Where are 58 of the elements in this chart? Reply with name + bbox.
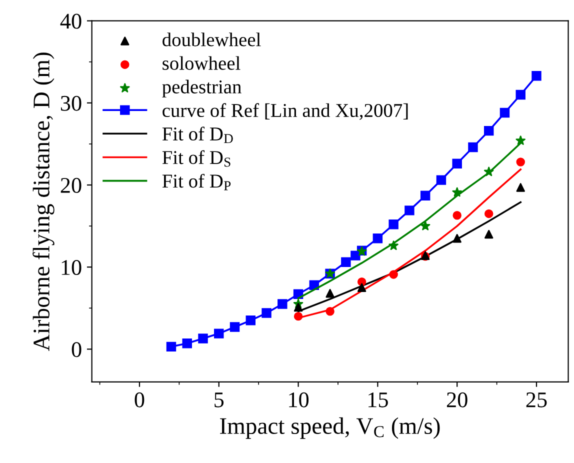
- point: [436, 175, 446, 185]
- legend-label: pedestrian: [162, 80, 242, 98]
- x-tick-label: 10: [289, 392, 309, 408]
- point: [484, 230, 494, 239]
- point: [484, 209, 494, 218]
- point: [214, 328, 224, 338]
- point: [388, 220, 398, 230]
- point: [341, 257, 351, 268]
- legend-label: doublewheel: [162, 32, 261, 46]
- y-tick-label: 40: [60, 14, 82, 29]
- point: [278, 299, 288, 309]
- point: [326, 288, 334, 298]
- point: [294, 312, 303, 321]
- point: [484, 126, 494, 136]
- point: [388, 240, 398, 250]
- point: [516, 183, 525, 192]
- point: [420, 190, 430, 201]
- point: [326, 307, 334, 316]
- point: [500, 108, 510, 118]
- point: [294, 302, 303, 312]
- point: [404, 206, 414, 216]
- point: [246, 316, 256, 326]
- point: [420, 220, 430, 230]
- point: [198, 334, 208, 344]
- point: [166, 342, 176, 352]
- point: [452, 234, 462, 243]
- x-axis-title: Impact speed, V$_{C}$ (m/s): [220, 417, 440, 439]
- point: [484, 166, 494, 176]
- point: [516, 158, 525, 166]
- point: [182, 338, 192, 348]
- legend-label: curve of Ref [Lin and Xu,2007]: [162, 103, 408, 120]
- y-tick-label: 30: [60, 96, 82, 111]
- x-tick-label: 0: [134, 392, 144, 408]
- point: [452, 187, 462, 197]
- point: [452, 210, 462, 220]
- point: [262, 308, 272, 318]
- legend-label: solowheel: [162, 56, 240, 70]
- point: [452, 158, 462, 169]
- legend-label: Fit of D$_{S}$: [162, 150, 230, 167]
- point: [532, 70, 542, 81]
- point: [357, 277, 366, 286]
- y-tick-label: 10: [62, 260, 82, 275]
- point: [516, 136, 526, 145]
- legend-label: Fit of D$_{D}$: [162, 126, 233, 144]
- y-axis-title: Airborne flying distance, D (m): [32, 52, 54, 351]
- point: [516, 90, 526, 100]
- x-tick-label: 20: [446, 392, 468, 408]
- y-tick-label: 20: [60, 178, 82, 193]
- point: [230, 322, 240, 332]
- point: [468, 142, 478, 152]
- point: [389, 270, 398, 279]
- point: [357, 283, 366, 292]
- y-tick-label: 0: [72, 342, 82, 358]
- legend-label: Fit of D$_{P}$: [162, 174, 231, 190]
- x-tick-label: 15: [368, 392, 388, 408]
- x-tick-label: 5: [214, 392, 224, 408]
- x-tick-label: 25: [526, 392, 547, 408]
- point: [372, 233, 383, 244]
